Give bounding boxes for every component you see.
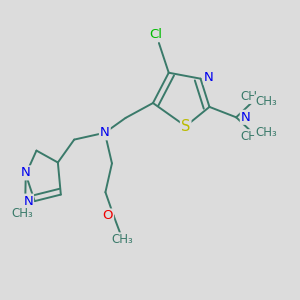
Text: S: S	[181, 119, 190, 134]
Text: CH₃: CH₃	[255, 95, 277, 108]
Text: N: N	[100, 126, 110, 139]
Text: N: N	[241, 111, 250, 124]
Text: N: N	[204, 71, 214, 84]
Text: CH₃: CH₃	[11, 206, 33, 220]
Text: CH₃: CH₃	[255, 126, 277, 139]
Text: CH₃: CH₃	[112, 233, 134, 246]
Text: Cl: Cl	[149, 28, 162, 40]
Text: O: O	[103, 209, 113, 223]
Text: N: N	[21, 167, 31, 179]
Text: CH₃: CH₃	[240, 130, 262, 143]
Text: CH₃: CH₃	[240, 90, 262, 103]
Text: N: N	[23, 195, 33, 208]
